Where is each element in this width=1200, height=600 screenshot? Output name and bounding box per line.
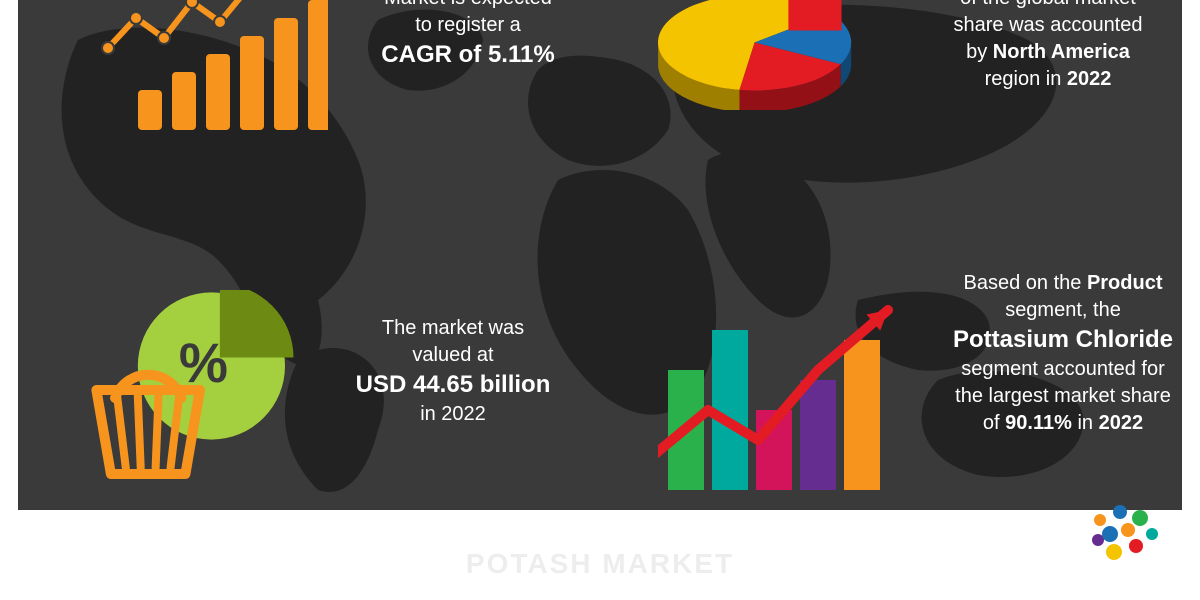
pie-3d-icon xyxy=(658,0,888,110)
bar-trend-icon xyxy=(98,0,328,130)
dark-panel: % Market is expectedto register aCAGR of… xyxy=(18,0,1182,510)
basket-pie-icon: % xyxy=(78,290,308,490)
region-block: of the global marketshare was accountedb… xyxy=(918,0,1178,93)
valuation-block: The market wasvalued atUSD 44.65 billion… xyxy=(328,315,578,428)
segment-block: Based on the Productsegment, thePottasiu… xyxy=(928,270,1182,437)
footer-strip: POTASH MARKET xyxy=(18,510,1182,600)
svg-text:%: % xyxy=(179,332,228,394)
logo-dots-icon xyxy=(1080,500,1170,570)
footer-title: POTASH MARKET xyxy=(466,548,734,580)
cagr-block: Market is expectedto register aCAGR of 5… xyxy=(358,0,578,71)
color-bars-icon xyxy=(658,300,908,490)
infographic-stage: % Market is expectedto register aCAGR of… xyxy=(0,0,1200,600)
